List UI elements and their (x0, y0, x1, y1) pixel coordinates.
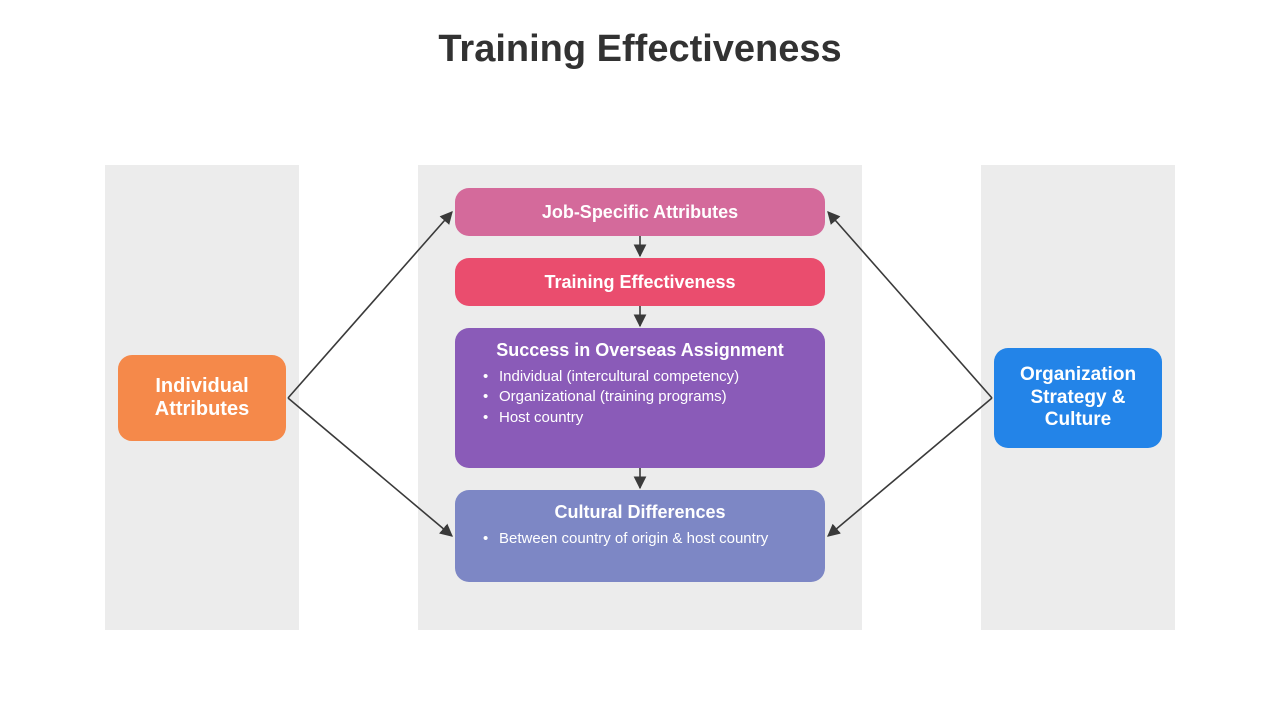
bullet: Between country of origin & host country (483, 529, 803, 549)
box-job-specific: Job-Specific Attributes (455, 188, 825, 236)
box-success-overseas: Success in Overseas Assignment Individua… (455, 328, 825, 468)
bullet: Organizational (training programs) (483, 387, 803, 407)
bullet: Host country (483, 408, 803, 428)
box-label: Cultural Differences (477, 502, 803, 523)
bullet-list: Individual (intercultural competency) Or… (477, 367, 803, 428)
box-label: Job-Specific Attributes (477, 202, 803, 223)
box-label: Individual Attributes (140, 375, 264, 421)
box-training-effectiveness: Training Effectiveness (455, 258, 825, 306)
box-label: Success in Overseas Assignment (477, 340, 803, 361)
box-individual-attributes: Individual Attributes (118, 355, 286, 441)
box-label: Organization Strategy & Culture (1016, 364, 1140, 432)
bullet-list: Between country of origin & host country (477, 529, 803, 549)
page-title: Training Effectiveness (0, 28, 1280, 71)
box-org-strategy-culture: Organization Strategy & Culture (994, 348, 1162, 448)
box-label: Training Effectiveness (477, 272, 803, 293)
bullet: Individual (intercultural competency) (483, 367, 803, 387)
box-cultural-differences: Cultural Differences Between country of … (455, 490, 825, 582)
